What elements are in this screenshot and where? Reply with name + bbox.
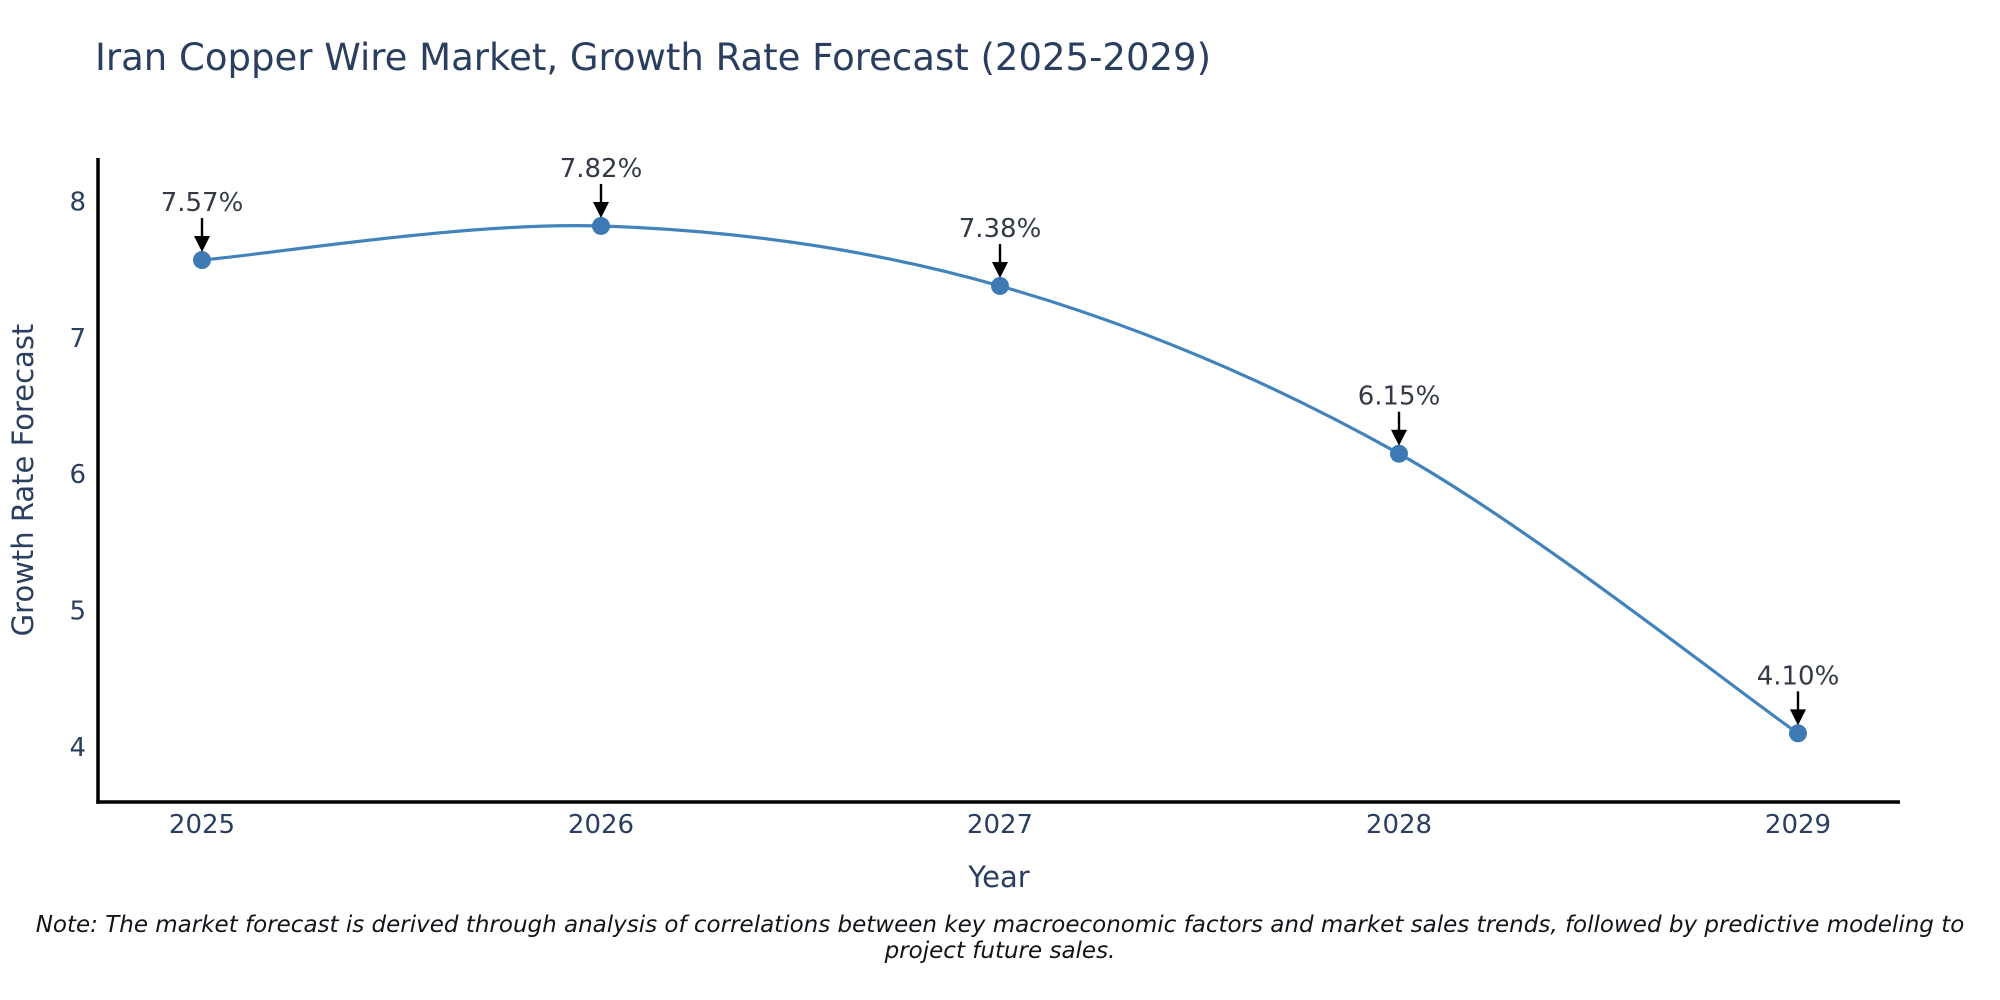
- annotation-arrowhead: [593, 201, 609, 218]
- data-point-marker: [592, 216, 610, 235]
- y-axis-title: Growth Rate Forecast: [6, 324, 40, 637]
- annotation-label: 4.10%: [1757, 661, 1840, 691]
- y-tick-label: 5: [69, 597, 86, 627]
- data-point-marker: [991, 276, 1009, 295]
- annotation-arrowhead: [992, 261, 1008, 278]
- x-tick-label: 2026: [568, 810, 634, 840]
- annotation-arrowhead: [1391, 429, 1407, 446]
- annotation-label: 7.57%: [161, 188, 244, 218]
- trend-line: [200, 224, 1800, 735]
- y-tick-label: 4: [69, 733, 86, 763]
- annotation-label: 7.82%: [560, 154, 643, 184]
- y-tick-label: 7: [69, 324, 86, 354]
- x-tick-label: 2027: [967, 810, 1033, 840]
- x-tick-label: 2029: [1765, 810, 1831, 840]
- annotation-label: 7.38%: [959, 214, 1042, 244]
- y-tick-label: 8: [69, 187, 86, 217]
- data-point-marker: [1390, 444, 1408, 463]
- data-point-marker: [1789, 724, 1807, 743]
- data-point-marker: [193, 251, 211, 270]
- annotation-arrowhead: [1790, 709, 1806, 726]
- annotation-arrowhead: [194, 236, 210, 253]
- footnote: Note: The market forecast is derived thr…: [35, 912, 1965, 964]
- y-tick-label: 6: [69, 460, 86, 490]
- x-axis-title: Year: [967, 860, 1029, 894]
- x-tick-label: 2025: [169, 810, 235, 840]
- x-tick-label: 2028: [1366, 810, 1432, 840]
- chart-title: Iran Copper Wire Market, Growth Rate For…: [95, 36, 1212, 79]
- annotation-label: 6.15%: [1358, 382, 1441, 412]
